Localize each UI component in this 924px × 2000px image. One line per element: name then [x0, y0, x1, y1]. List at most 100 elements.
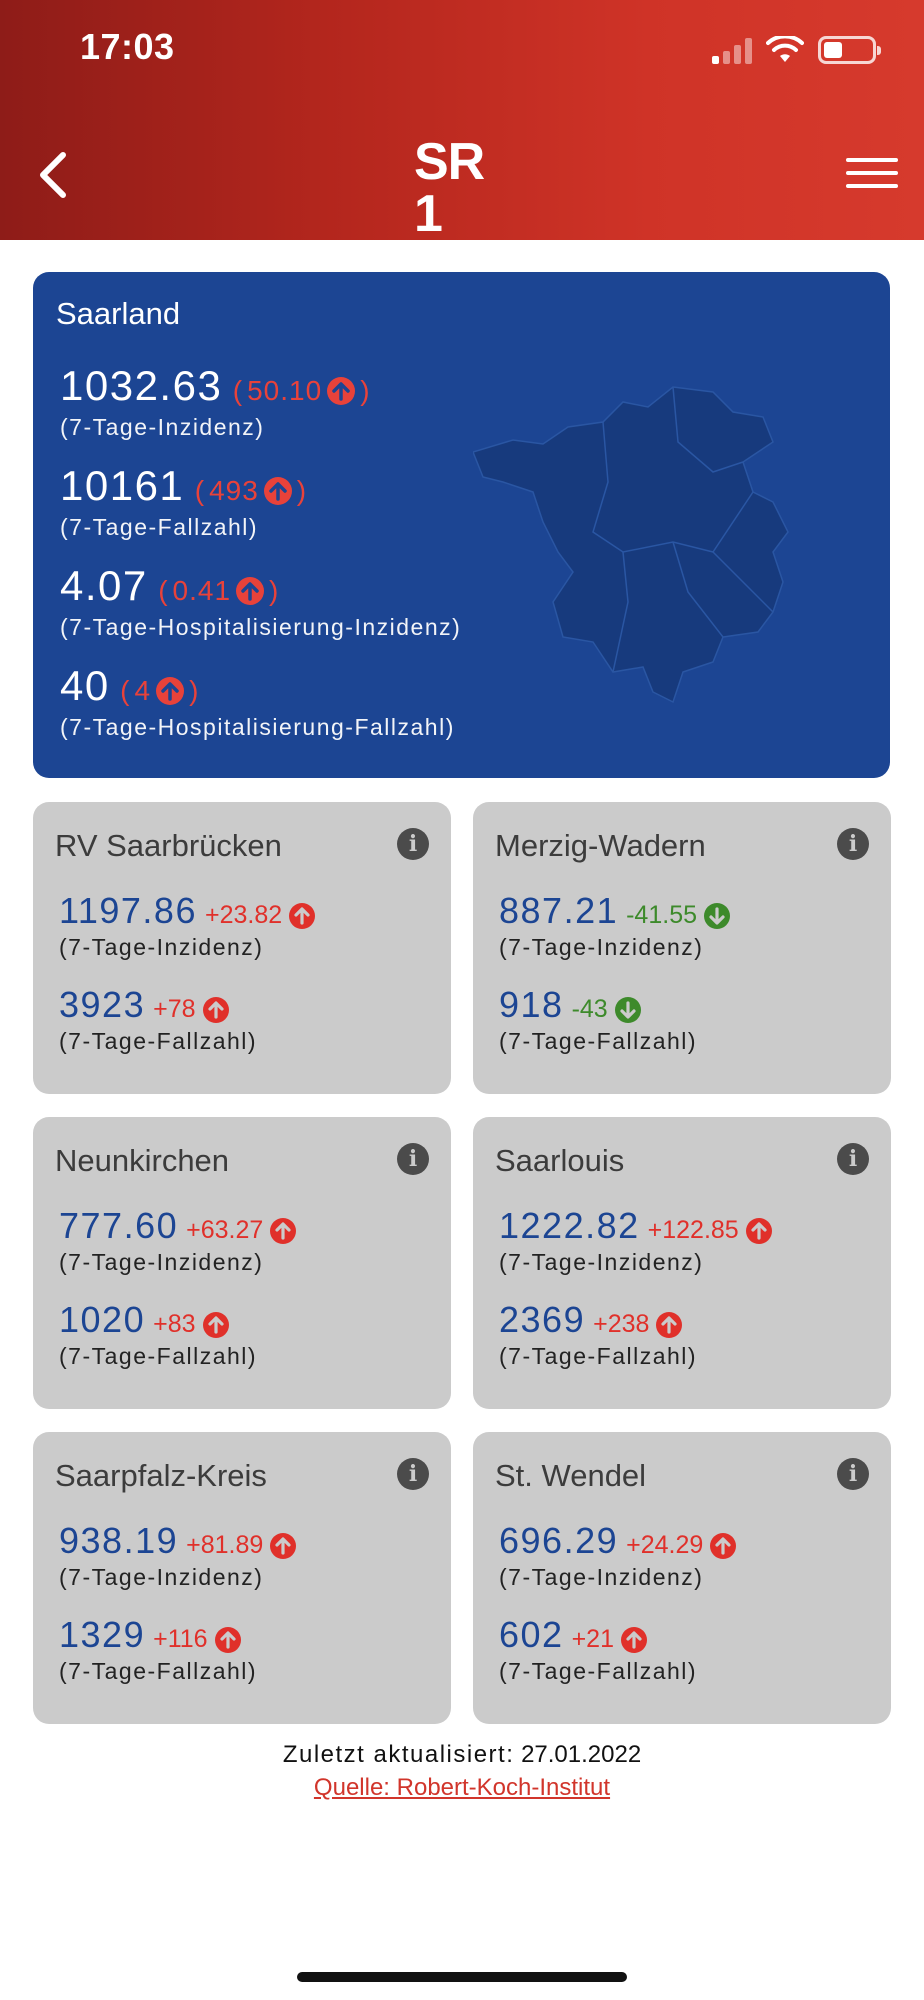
district-fallzahl: 3923 +78 (7-Tage-Fallzahl)	[59, 984, 257, 1055]
district-card[interactable]: Neunkirchen i 777.60 +63.27 (7-Tage-Inzidenz…	[33, 1117, 451, 1409]
district-name: Merzig-Wadern	[495, 828, 706, 863]
back-button[interactable]	[22, 140, 82, 210]
inzidenz-delta: +24.29	[626, 1531, 737, 1560]
metric-fallzahl: 10161 (493 ) (7-Tage-Fallzahl)	[60, 462, 307, 541]
saarland-card[interactable]: Saarland 1032.63 (50.10 ) (7-Tage-Inzide…	[33, 272, 890, 778]
inzidenz-label: (7-Tage-Inzidenz)	[499, 1564, 704, 1590]
fallzahl-value: 602	[499, 1614, 564, 1655]
metric-label: (7-Tage-Hospitalisierung-Inzidenz)	[60, 614, 462, 640]
district-inzidenz: 696.29 +24.29 (7-Tage-Inzidenz)	[499, 1520, 737, 1591]
arrow-up-icon	[156, 677, 185, 705]
arrow-up-icon	[327, 377, 356, 405]
fallzahl-value: 1020	[59, 1299, 146, 1340]
metric-hosp-fallzahl: 40 (4 ) (7-Tage-Hospitalisierung-Fallzah…	[60, 662, 455, 741]
info-icon[interactable]: i	[837, 1458, 869, 1490]
district-inzidenz: 777.60 +63.27 (7-Tage-Inzidenz)	[59, 1205, 297, 1276]
district-name: RV Saarbrücken	[55, 828, 282, 863]
app-header: 17:03 SR 1	[0, 0, 924, 240]
district-card[interactable]: St. Wendel i 696.29 +24.29 (7-Tage-Inzidenz)…	[473, 1432, 891, 1724]
fallzahl-label: (7-Tage-Fallzahl)	[499, 1343, 698, 1369]
inzidenz-label: (7-Tage-Inzidenz)	[499, 934, 704, 960]
district-fallzahl: 918 -43 (7-Tage-Fallzahl)	[499, 984, 697, 1055]
arrow-up-icon	[745, 1217, 772, 1244]
fallzahl-value: 2369	[499, 1299, 586, 1340]
saarland-map-icon	[473, 386, 789, 704]
fallzahl-label: (7-Tage-Fallzahl)	[59, 1658, 258, 1684]
district-card[interactable]: RV Saarbrücken i 1197.86 +23.82 (7-Tage-Inzi…	[33, 802, 451, 1094]
district-name: Saarpfalz-Kreis	[55, 1458, 267, 1493]
fallzahl-label: (7-Tage-Fallzahl)	[499, 1658, 698, 1684]
arrow-up-icon	[270, 1532, 297, 1559]
arrow-up-icon	[214, 1626, 241, 1653]
fallzahl-label: (7-Tage-Fallzahl)	[59, 1028, 258, 1054]
metric-label: (7-Tage-Hospitalisierung-Fallzahl)	[60, 714, 455, 740]
inzidenz-value: 938.19	[59, 1520, 179, 1561]
fallzahl-delta: +78	[153, 995, 229, 1024]
district-fallzahl: 1329 +116 (7-Tage-Fallzahl)	[59, 1614, 257, 1685]
district-name: St. Wendel	[495, 1458, 647, 1493]
chevron-left-icon	[40, 152, 66, 198]
arrow-up-icon	[710, 1532, 737, 1559]
district-fallzahl: 602 +21 (7-Tage-Fallzahl)	[499, 1614, 697, 1685]
district-name: Saarlouis	[495, 1143, 625, 1178]
metric-delta: (50.10 )	[232, 375, 371, 406]
source-link[interactable]: Quelle: Robert-Koch-Institut	[313, 1774, 611, 1801]
cellular-signal-icon	[712, 36, 752, 64]
district-card[interactable]: Saarlouis i 1222.82 +122.85 (7-Tage-Inzidenz…	[473, 1117, 891, 1409]
metric-delta: (493 )	[194, 475, 308, 506]
inzidenz-value: 696.29	[499, 1520, 619, 1561]
district-card[interactable]: Merzig-Wadern i 887.21 -41.55 (7-Tage-Inzide…	[473, 802, 891, 1094]
sr1-logo[interactable]: SR 1	[414, 136, 510, 240]
hamburger-icon	[846, 158, 898, 162]
inzidenz-delta: +122.85	[648, 1216, 773, 1245]
info-icon[interactable]: i	[397, 1143, 429, 1175]
metric-hosp-inzidenz: 4.07 (0.41 ) (7-Tage-Hospitalisierung-In…	[60, 562, 461, 641]
info-icon[interactable]: i	[837, 828, 869, 860]
status-icons	[712, 30, 881, 70]
inzidenz-label: (7-Tage-Inzidenz)	[59, 934, 264, 960]
fallzahl-delta: -43	[572, 995, 642, 1024]
metric-inzidenz: 1032.63 (50.10 ) (7-Tage-Inzidenz)	[60, 362, 371, 441]
metric-label: (7-Tage-Fallzahl)	[60, 514, 259, 540]
arrow-up-icon	[202, 996, 229, 1023]
metric-delta: (4 )	[120, 675, 200, 706]
metric-value: 1032.63	[60, 362, 223, 409]
home-indicator[interactable]	[297, 1972, 627, 1982]
wifi-icon	[766, 36, 804, 62]
fallzahl-value: 918	[499, 984, 564, 1025]
inzidenz-value: 887.21	[499, 890, 619, 931]
arrow-up-icon	[236, 577, 265, 605]
status-time: 17:03	[80, 26, 175, 67]
district-inzidenz: 938.19 +81.89 (7-Tage-Inzidenz)	[59, 1520, 297, 1591]
info-icon[interactable]: i	[397, 828, 429, 860]
arrow-up-icon	[289, 902, 316, 929]
district-inzidenz: 887.21 -41.55 (7-Tage-Inzidenz)	[499, 890, 731, 961]
metric-value: 40	[60, 662, 110, 709]
inzidenz-label: (7-Tage-Inzidenz)	[59, 1564, 264, 1590]
info-icon[interactable]: i	[837, 1143, 869, 1175]
metric-label: (7-Tage-Inzidenz)	[60, 414, 265, 440]
logo-text: SR 1	[414, 133, 485, 243]
inzidenz-delta: +23.82	[205, 901, 316, 930]
fallzahl-delta: +116	[153, 1625, 241, 1654]
district-fallzahl: 2369 +238 (7-Tage-Fallzahl)	[499, 1299, 697, 1370]
fallzahl-value: 3923	[59, 984, 146, 1025]
fallzahl-value: 1329	[59, 1614, 146, 1655]
fallzahl-label: (7-Tage-Fallzahl)	[59, 1343, 258, 1369]
info-icon[interactable]: i	[397, 1458, 429, 1490]
metric-delta: (0.41 )	[158, 575, 280, 606]
arrow-up-icon	[270, 1217, 297, 1244]
district-inzidenz: 1197.86 +23.82 (7-Tage-Inzidenz)	[59, 890, 316, 961]
metric-value: 10161	[60, 462, 185, 509]
district-card[interactable]: Saarpfalz-Kreis i 938.19 +81.89 (7-Tage-Inzi…	[33, 1432, 451, 1724]
inzidenz-value: 777.60	[59, 1205, 179, 1246]
inzidenz-delta: -41.55	[626, 901, 731, 930]
district-name: Neunkirchen	[55, 1143, 230, 1178]
menu-button[interactable]	[842, 148, 902, 198]
metric-value: 4.07	[60, 562, 148, 609]
fallzahl-label: (7-Tage-Fallzahl)	[499, 1028, 698, 1054]
fallzahl-delta: +238	[593, 1310, 683, 1339]
arrow-up-icon	[656, 1311, 683, 1338]
arrow-up-icon	[202, 1311, 229, 1338]
last-updated: Zuletzt aktualisiert: 27.01.2022	[0, 1741, 924, 1769]
